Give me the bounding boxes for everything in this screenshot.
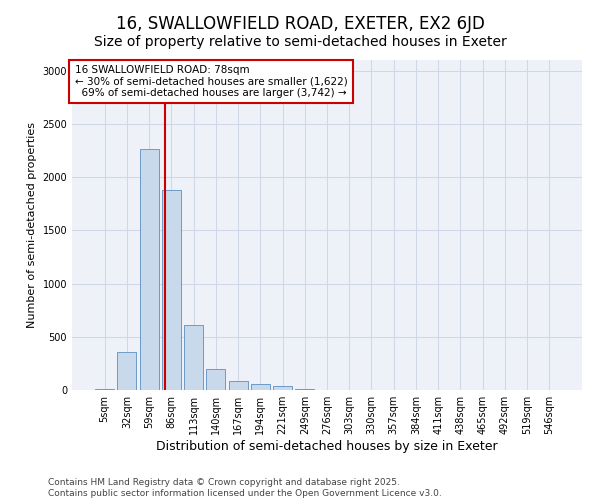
Bar [95,389,114,390]
Bar [229,382,248,390]
Bar [273,386,292,390]
Bar [162,190,181,390]
Bar [140,150,158,390]
Y-axis label: Number of semi-detached properties: Number of semi-detached properties [27,122,37,328]
Text: 16, SWALLOWFIELD ROAD, EXETER, EX2 6JD: 16, SWALLOWFIELD ROAD, EXETER, EX2 6JD [116,15,484,33]
Bar [251,384,270,390]
X-axis label: Distribution of semi-detached houses by size in Exeter: Distribution of semi-detached houses by … [156,440,498,453]
Bar [206,369,225,390]
Bar [295,389,314,390]
Bar [184,325,203,390]
Text: Size of property relative to semi-detached houses in Exeter: Size of property relative to semi-detach… [94,35,506,49]
Text: 16 SWALLOWFIELD ROAD: 78sqm
← 30% of semi-detached houses are smaller (1,622)
  : 16 SWALLOWFIELD ROAD: 78sqm ← 30% of sem… [74,65,347,98]
Bar [118,352,136,390]
Text: Contains HM Land Registry data © Crown copyright and database right 2025.
Contai: Contains HM Land Registry data © Crown c… [48,478,442,498]
